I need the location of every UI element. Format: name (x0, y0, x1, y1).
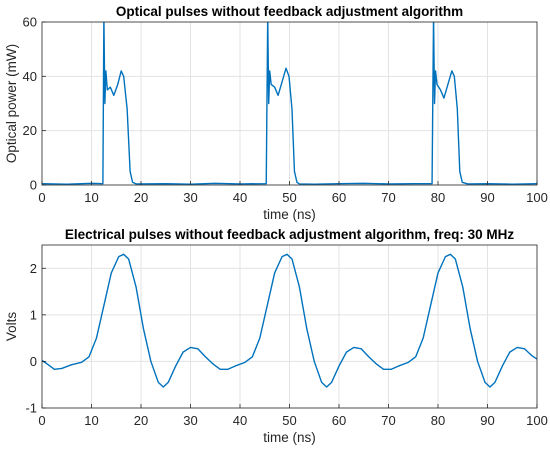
x-tick-label: 60 (332, 413, 346, 428)
y-tick-label: 0 (30, 354, 37, 369)
x-tick-label: 20 (134, 413, 148, 428)
y-axis-label: Volts (4, 312, 19, 342)
y-tick-label: 0 (30, 178, 37, 193)
y-tick-label: 40 (23, 69, 37, 84)
chart-panel-1: 0 10 20 30 40 50 60 70 80 90 100 0 20 40 60 Optical pul… (4, 4, 548, 222)
series-line (42, 253, 537, 388)
x-tick-label: 30 (183, 190, 197, 205)
chart-title: Optical pulses without feedback adjustme… (116, 4, 463, 19)
y-tick-label: 60 (23, 15, 37, 30)
x-tick-label: 90 (480, 190, 494, 205)
x-tick-label: 100 (526, 413, 548, 428)
x-tick-label: 0 (38, 190, 45, 205)
x-tick-label: 40 (233, 190, 247, 205)
x-tick-label: 40 (233, 413, 247, 428)
x-tick-label: 50 (282, 413, 296, 428)
x-tick-label: 70 (381, 190, 395, 205)
x-axis-label: time (ns) (263, 430, 316, 445)
x-axis-label: time (ns) (263, 207, 316, 222)
x-tick-label: 10 (84, 190, 98, 205)
x-tick-label: 90 (480, 413, 494, 428)
y-tick-label: 2 (30, 261, 37, 276)
x-tick-label: 50 (282, 190, 296, 205)
x-tick-label: 60 (332, 190, 346, 205)
y-axis-label: Optical power (mW) (4, 44, 19, 163)
chart-title: Electrical pulses without feedback adjus… (65, 227, 515, 242)
x-tick-label: 70 (381, 413, 395, 428)
y-tick-label: 20 (23, 123, 37, 138)
x-tick-label: 100 (526, 190, 548, 205)
x-tick-label: 10 (84, 413, 98, 428)
series-line (42, 22, 537, 185)
y-tick-label: 1 (30, 307, 37, 322)
y-tick-label: -1 (25, 401, 37, 416)
x-tick-label: 20 (134, 190, 148, 205)
x-tick-label: 0 (38, 413, 45, 428)
x-tick-label: 80 (431, 190, 445, 205)
x-tick-label: 80 (431, 413, 445, 428)
x-tick-label: 30 (183, 413, 197, 428)
